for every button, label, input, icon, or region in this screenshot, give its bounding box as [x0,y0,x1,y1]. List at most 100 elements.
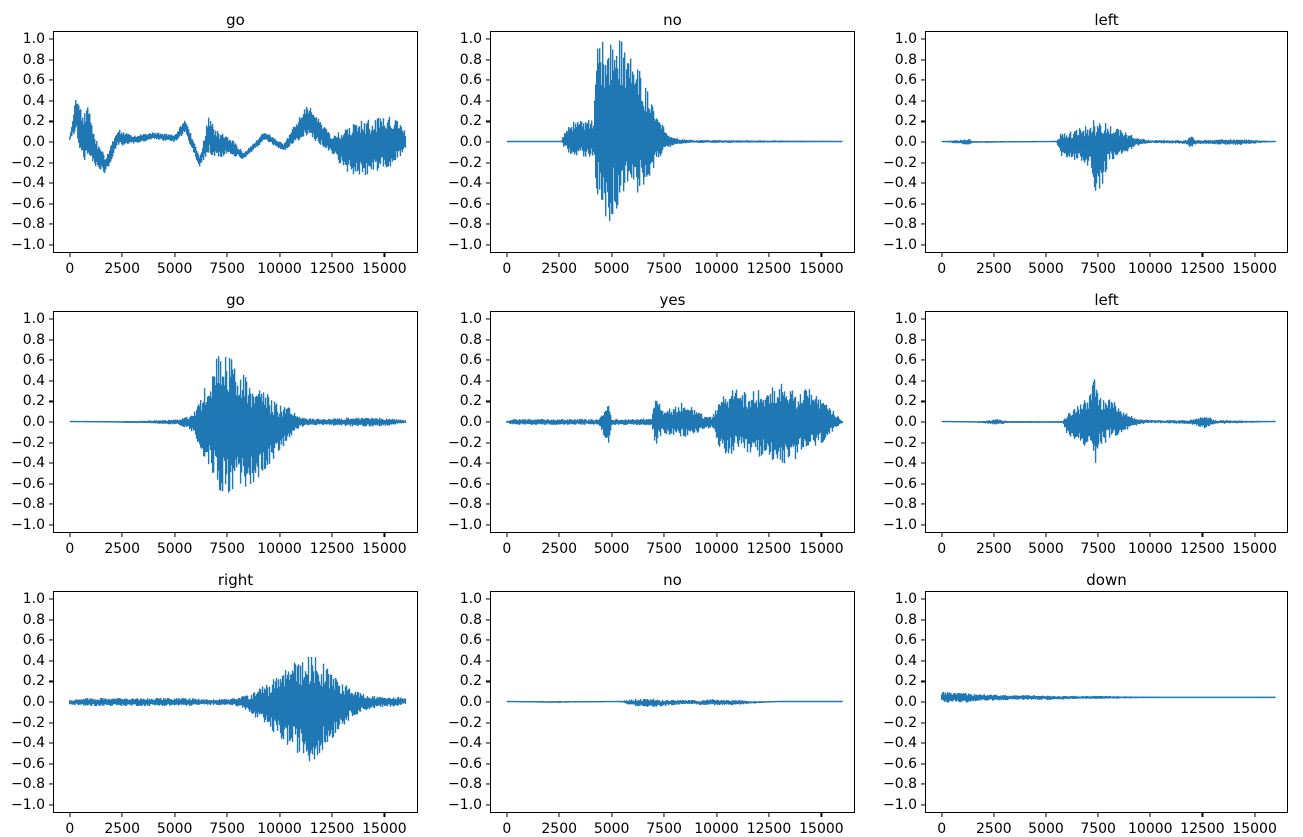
y-tick-label: 0.2 [459,393,482,410]
y-tick-label: −0.6 [11,195,45,212]
y-tick-label: 0.6 [459,632,482,649]
y-tick-mark [49,680,53,682]
x-tick-mark [279,533,281,537]
x-tick-mark [383,533,385,537]
x-tick-mark [1201,253,1203,257]
y-tick-mark [921,783,925,785]
y-tick-mark [486,223,490,225]
waveform-line [69,99,407,175]
x-tick-label: 5000 [156,261,193,277]
x-tick-mark [1201,813,1203,817]
y-tick-label: −0.2 [883,714,917,731]
waveform-line [506,383,844,464]
y-tick-label: 0.6 [894,352,917,369]
x-tick-mark [820,253,822,257]
y-tick-label: −0.2 [883,434,917,451]
x-tick-mark [716,813,718,817]
x-tick-mark [506,253,508,257]
y-tick-label: 0.8 [459,331,482,348]
waveform-line [941,120,1277,191]
y-tick-label: 0.8 [894,331,917,348]
y-tick-label: −0.2 [11,154,45,171]
x-tick-mark [1149,533,1151,537]
y-tick-mark [921,680,925,682]
y-tick-label: −0.2 [448,714,482,731]
y-tick-mark [486,318,490,320]
x-tick-mark [941,253,943,257]
y-tick-label: 0.0 [894,134,917,150]
x-tick-label: 2500 [541,821,578,837]
y-tick-label: 0.6 [459,352,482,369]
x-tick-label: 5000 [593,821,630,837]
y-tick-mark [49,421,53,423]
x-tick-mark [768,813,770,817]
y-tick-mark [486,680,490,682]
y-tick-label: −0.4 [11,455,45,472]
y-tick-label: 0.0 [22,694,45,710]
y-tick-label: 0.6 [894,632,917,649]
x-tick-mark [993,813,995,817]
y-tick-mark [49,722,53,724]
y-tick-mark [486,619,490,621]
y-tick-label: 0.2 [22,113,45,130]
x-tick-mark [121,813,123,817]
subplot-title: no [663,11,682,29]
x-tick-label: 0 [937,541,947,557]
plot-axes: −1.0 −0.8 −0.6 −0.4 −0.2 0.0 0.2 0.4 0.6 0.8 1.0 0 2… [11,311,418,557]
y-tick-mark [486,598,490,600]
x-tick-label: 15000 [1232,821,1277,837]
y-tick-label: 0.4 [894,92,917,109]
x-tick-label: 0 [65,261,75,277]
x-tick-label: 15000 [799,261,844,277]
x-tick-label: 15000 [1232,541,1277,557]
y-tick-mark [49,38,53,40]
y-tick-mark [49,203,53,205]
x-tick-label: 0 [502,261,512,277]
x-tick-label: 12500 [746,821,792,837]
x-tick-mark [331,813,333,817]
y-tick-label: 0.8 [22,51,45,68]
x-tick-mark [1149,813,1151,817]
plot-axes: −1.0 −0.8 −0.6 −0.4 −0.2 0.0 0.2 0.4 0.6 0.8 1.0 0 2… [448,591,855,837]
y-tick-label: 1.0 [459,591,482,608]
x-tick-mark [279,813,281,817]
y-tick-mark [921,244,925,246]
x-tick-label: 10000 [694,261,739,277]
y-tick-mark [921,619,925,621]
x-tick-label: 2500 [104,541,141,557]
x-tick-mark [383,813,385,817]
x-tick-mark [69,533,71,537]
y-tick-mark [921,38,925,40]
y-tick-mark [486,421,490,423]
x-tick-label: 10000 [1128,821,1173,837]
y-tick-mark [486,742,490,744]
y-tick-mark [49,120,53,122]
x-tick-mark [506,533,508,537]
y-tick-label: −0.8 [11,496,45,513]
y-tick-mark [921,701,925,703]
x-tick-label: 10000 [1128,541,1173,557]
y-tick-mark [49,639,53,641]
y-tick-mark [49,223,53,225]
x-tick-mark [558,813,560,817]
y-tick-mark [486,442,490,444]
x-tick-mark [1149,253,1151,257]
y-tick-mark [921,182,925,184]
y-tick-label: 0.4 [894,372,917,389]
x-tick-mark [1045,813,1047,817]
x-tick-mark [1254,253,1256,257]
plot-axes: −1.0 −0.8 −0.6 −0.4 −0.2 0.0 0.2 0.4 0.6 0.8 1.0 0 2… [883,311,1288,557]
x-tick-label: 5000 [593,261,630,277]
plot-axes: −1.0 −0.8 −0.6 −0.4 −0.2 0.0 0.2 0.4 0.6 0.8 1.0 0 2… [11,31,418,277]
x-tick-label: 12500 [1180,821,1225,837]
y-tick-mark [486,120,490,122]
y-tick-mark [49,162,53,164]
y-tick-label: −0.8 [883,216,917,233]
y-tick-label: −0.6 [883,755,917,772]
x-tick-label: 15000 [362,821,407,837]
y-tick-mark [921,763,925,765]
y-tick-label: 0.6 [459,72,482,89]
